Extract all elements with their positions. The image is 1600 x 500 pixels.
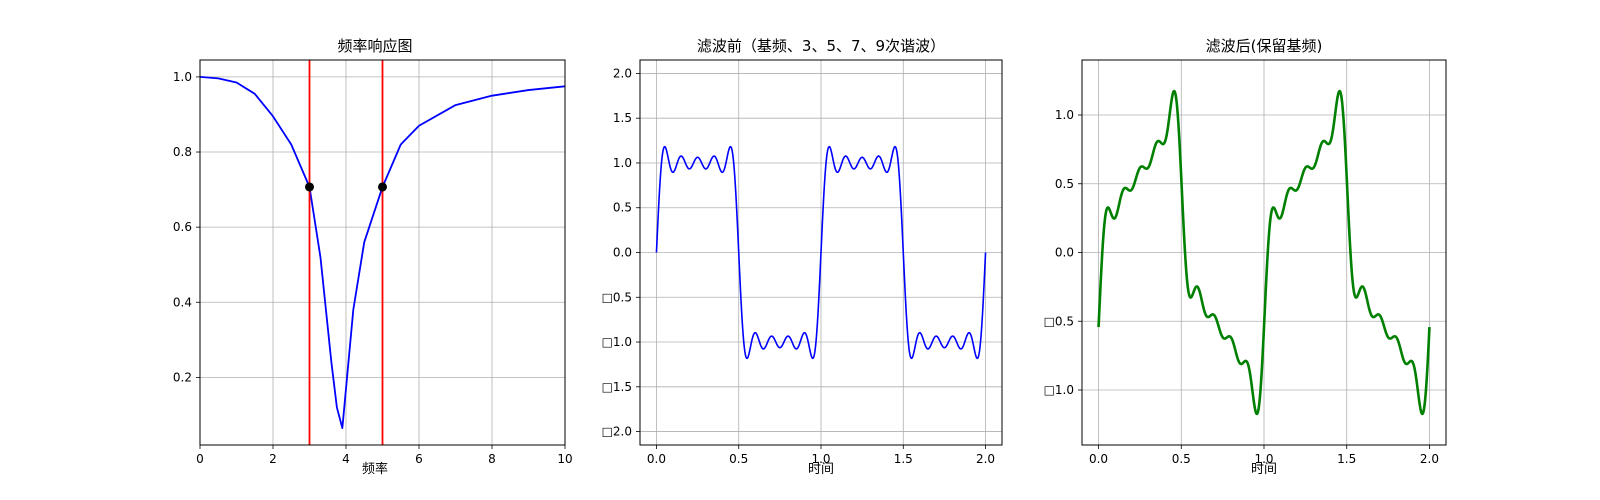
cutoff-marker xyxy=(305,182,314,192)
series-line xyxy=(200,76,565,429)
series-line xyxy=(1097,89,1431,416)
x-tick-label: 0 xyxy=(196,452,204,466)
y-tick-label: □1.0 xyxy=(602,335,632,349)
y-tick-label: 0.0 xyxy=(1055,246,1074,260)
y-tick-label: 1.0 xyxy=(173,70,192,84)
x-tick-label: 4 xyxy=(342,452,350,466)
y-tick-label: 0.5 xyxy=(1055,177,1074,191)
after-filter-title: 滤波后(保留基频) xyxy=(1206,37,1323,55)
plot-area xyxy=(655,145,987,360)
x-tick-label: 1.5 xyxy=(1337,452,1356,466)
axes-frame xyxy=(639,59,1003,446)
y-tick-label: 0.8 xyxy=(173,145,192,159)
plot-area xyxy=(1097,89,1431,416)
after-filter-xlabel: 时间 xyxy=(1251,462,1277,477)
x-tick-label: 8 xyxy=(488,452,496,466)
x-tick-label: 2.0 xyxy=(976,452,995,466)
plot-area xyxy=(200,60,565,445)
frequency-response-xlabel: 频率 xyxy=(362,461,388,477)
series-line xyxy=(655,145,987,360)
y-tick-label: □1.5 xyxy=(602,380,632,394)
y-tick-label: 0.6 xyxy=(173,220,192,234)
y-tick-label: 0.4 xyxy=(173,295,192,309)
x-tick-label: 0.5 xyxy=(729,452,748,466)
before-filter-xlabel: 时间 xyxy=(808,462,834,477)
x-tick-label: 6 xyxy=(415,452,423,466)
axes-frame xyxy=(1081,59,1447,446)
x-tick-label: 0.0 xyxy=(647,452,666,466)
y-tick-label: □2.0 xyxy=(602,425,632,439)
y-tick-label: 2.0 xyxy=(613,66,632,80)
x-tick-label: 10 xyxy=(557,452,572,466)
axes-frame xyxy=(199,59,566,446)
frequency-response-panel: 频率响应图 频率 0 2 4 6 8 10 0.2 0.4 0.6 0.8 1.0 xyxy=(173,37,573,477)
y-tick-label: 0.0 xyxy=(613,246,632,260)
y-tick-label: □1.0 xyxy=(1044,383,1074,397)
y-tick-label: 1.0 xyxy=(613,156,632,170)
after-filter-panel: 滤波后(保留基频) 时间 0.0 0.5 1.0 1.5 2.0 □1.0 □0.5 0.0 0… xyxy=(1044,37,1447,477)
x-tick-label: 0.0 xyxy=(1089,452,1108,466)
y-tick-label: □0.5 xyxy=(602,290,632,304)
before-filter-title: 滤波前（基频、3、5、7、9次谐波） xyxy=(697,37,945,55)
x-tick-label: 2 xyxy=(269,452,277,466)
x-tick-label: 1.0 xyxy=(1254,452,1273,466)
y-tick-label: 1.5 xyxy=(613,111,632,125)
y-tick-label: □0.5 xyxy=(1044,314,1074,328)
x-tick-label: 2.0 xyxy=(1420,452,1439,466)
x-tick-label: 1.0 xyxy=(811,452,830,466)
y-tick-label: 0.2 xyxy=(173,370,192,384)
before-filter-panel: 滤波前（基频、3、5、7、9次谐波） 时间 0.0 0.5 1.0 1.5 2.0 □2.… xyxy=(602,37,1003,477)
frequency-response-title: 频率响应图 xyxy=(337,37,412,55)
x-tick-label: 1.5 xyxy=(894,452,913,466)
x-tick-label: 0.5 xyxy=(1172,452,1191,466)
cutoff-marker xyxy=(378,182,387,192)
y-tick-label: 1.0 xyxy=(1055,108,1074,122)
y-tick-label: 0.5 xyxy=(613,201,632,215)
